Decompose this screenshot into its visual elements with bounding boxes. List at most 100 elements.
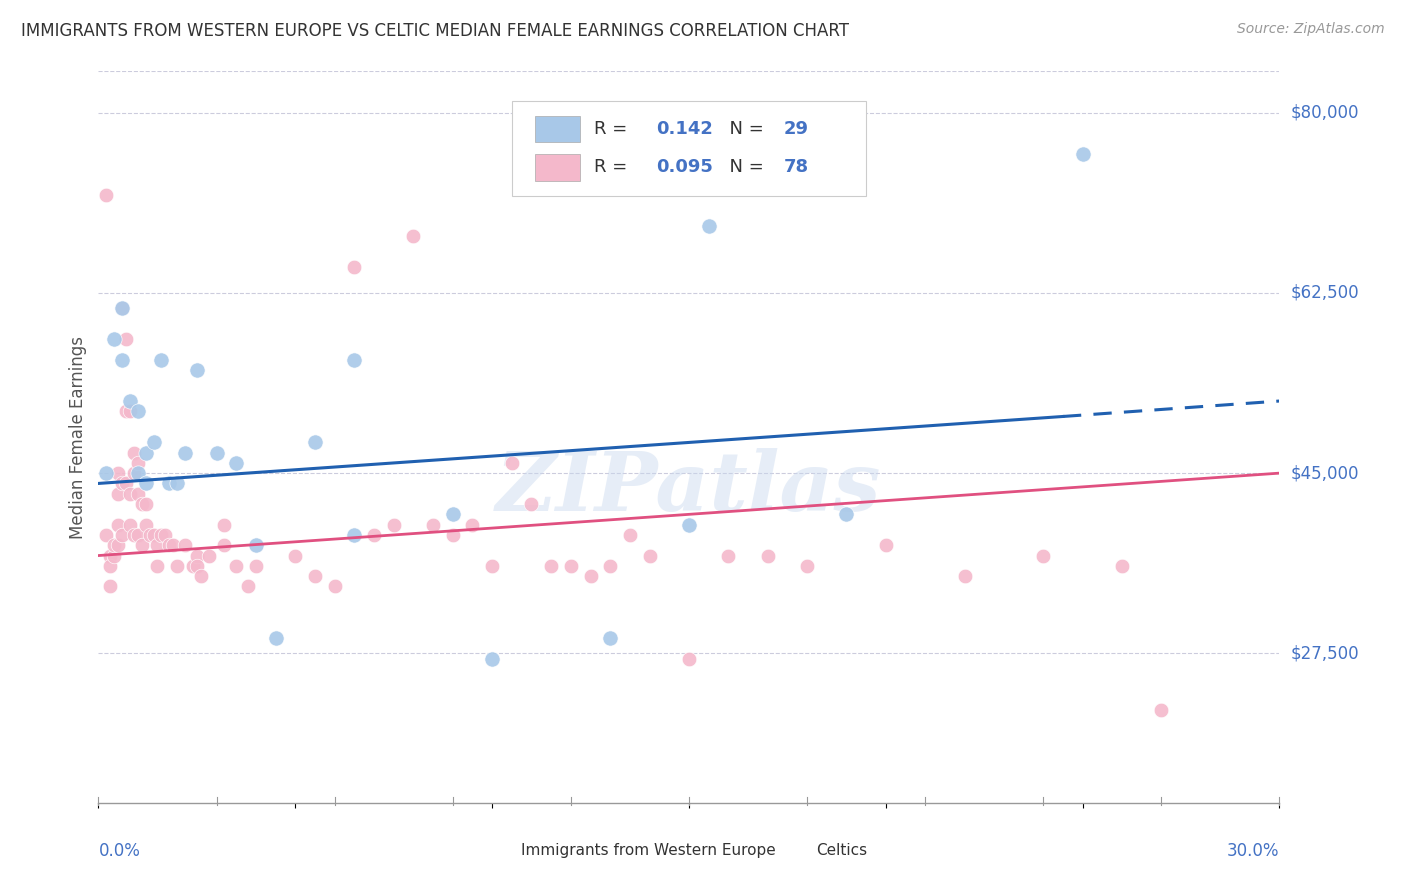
- Text: 78: 78: [783, 159, 808, 177]
- Point: [127, 528, 149, 542]
- Point: [150, 352, 173, 367]
- Text: $62,500: $62,500: [1291, 284, 1360, 301]
- Point: [225, 558, 247, 573]
- Point: [135, 445, 157, 459]
- Point: [441, 508, 464, 522]
- Point: [98, 558, 121, 573]
- Point: [343, 260, 366, 274]
- Point: [122, 466, 145, 480]
- Point: [1032, 549, 1054, 563]
- Point: [146, 558, 169, 573]
- Text: 29: 29: [783, 120, 808, 138]
- Point: [245, 558, 267, 573]
- Text: 0.095: 0.095: [655, 159, 713, 177]
- Point: [678, 517, 700, 532]
- Point: [142, 528, 165, 542]
- Point: [135, 517, 157, 532]
- Point: [343, 528, 366, 542]
- Point: [717, 549, 740, 563]
- Point: [107, 487, 129, 501]
- Point: [181, 558, 204, 573]
- Text: R =: R =: [595, 120, 634, 138]
- Point: [162, 538, 184, 552]
- Point: [127, 487, 149, 501]
- Point: [115, 332, 138, 346]
- Point: [122, 445, 145, 459]
- Point: [107, 466, 129, 480]
- Point: [579, 569, 602, 583]
- Point: [461, 517, 484, 532]
- Point: [157, 538, 180, 552]
- Point: [835, 508, 858, 522]
- Point: [166, 558, 188, 573]
- Point: [402, 229, 425, 244]
- Text: 0.0%: 0.0%: [98, 842, 141, 860]
- Point: [131, 497, 153, 511]
- Point: [127, 404, 149, 418]
- Point: [304, 569, 326, 583]
- Point: [875, 538, 897, 552]
- Point: [697, 219, 720, 233]
- Point: [111, 528, 134, 542]
- Point: [236, 579, 259, 593]
- Point: [98, 579, 121, 593]
- Bar: [536, 116, 581, 142]
- Point: [118, 394, 141, 409]
- Point: [284, 549, 307, 563]
- Point: [441, 528, 464, 542]
- Point: [756, 549, 779, 563]
- Point: [127, 466, 149, 480]
- Point: [174, 538, 197, 552]
- Point: [264, 631, 287, 645]
- Point: [186, 549, 208, 563]
- Point: [214, 517, 236, 532]
- Point: [96, 188, 118, 202]
- Point: [155, 528, 177, 542]
- Text: $27,500: $27,500: [1291, 644, 1360, 663]
- Point: [1111, 558, 1133, 573]
- Bar: [536, 154, 581, 181]
- Point: [520, 497, 543, 511]
- Point: [343, 352, 366, 367]
- Point: [96, 528, 118, 542]
- Text: $45,000: $45,000: [1291, 464, 1360, 483]
- Point: [186, 363, 208, 377]
- Point: [186, 558, 208, 573]
- Point: [197, 549, 219, 563]
- Point: [103, 538, 125, 552]
- Point: [638, 549, 661, 563]
- Point: [127, 456, 149, 470]
- Point: [1150, 703, 1173, 717]
- Point: [166, 476, 188, 491]
- Y-axis label: Median Female Earnings: Median Female Earnings: [69, 335, 87, 539]
- Point: [157, 476, 180, 491]
- Point: [363, 528, 385, 542]
- FancyBboxPatch shape: [512, 101, 866, 195]
- Point: [323, 579, 346, 593]
- Point: [599, 558, 621, 573]
- Point: [122, 528, 145, 542]
- Point: [118, 404, 141, 418]
- Text: N =: N =: [718, 159, 770, 177]
- Point: [115, 404, 138, 418]
- Text: Source: ZipAtlas.com: Source: ZipAtlas.com: [1237, 22, 1385, 37]
- Point: [225, 456, 247, 470]
- Text: $80,000: $80,000: [1291, 103, 1360, 121]
- Point: [481, 651, 503, 665]
- Point: [135, 476, 157, 491]
- Point: [481, 558, 503, 573]
- Point: [96, 466, 118, 480]
- Point: [422, 517, 444, 532]
- Point: [131, 538, 153, 552]
- Bar: [477, 841, 512, 860]
- Point: [382, 517, 405, 532]
- Point: [560, 558, 582, 573]
- Point: [953, 569, 976, 583]
- Point: [111, 476, 134, 491]
- Point: [103, 549, 125, 563]
- Point: [107, 538, 129, 552]
- Point: [150, 528, 173, 542]
- Point: [146, 538, 169, 552]
- Text: ZIPatlas: ZIPatlas: [496, 449, 882, 528]
- Point: [245, 538, 267, 552]
